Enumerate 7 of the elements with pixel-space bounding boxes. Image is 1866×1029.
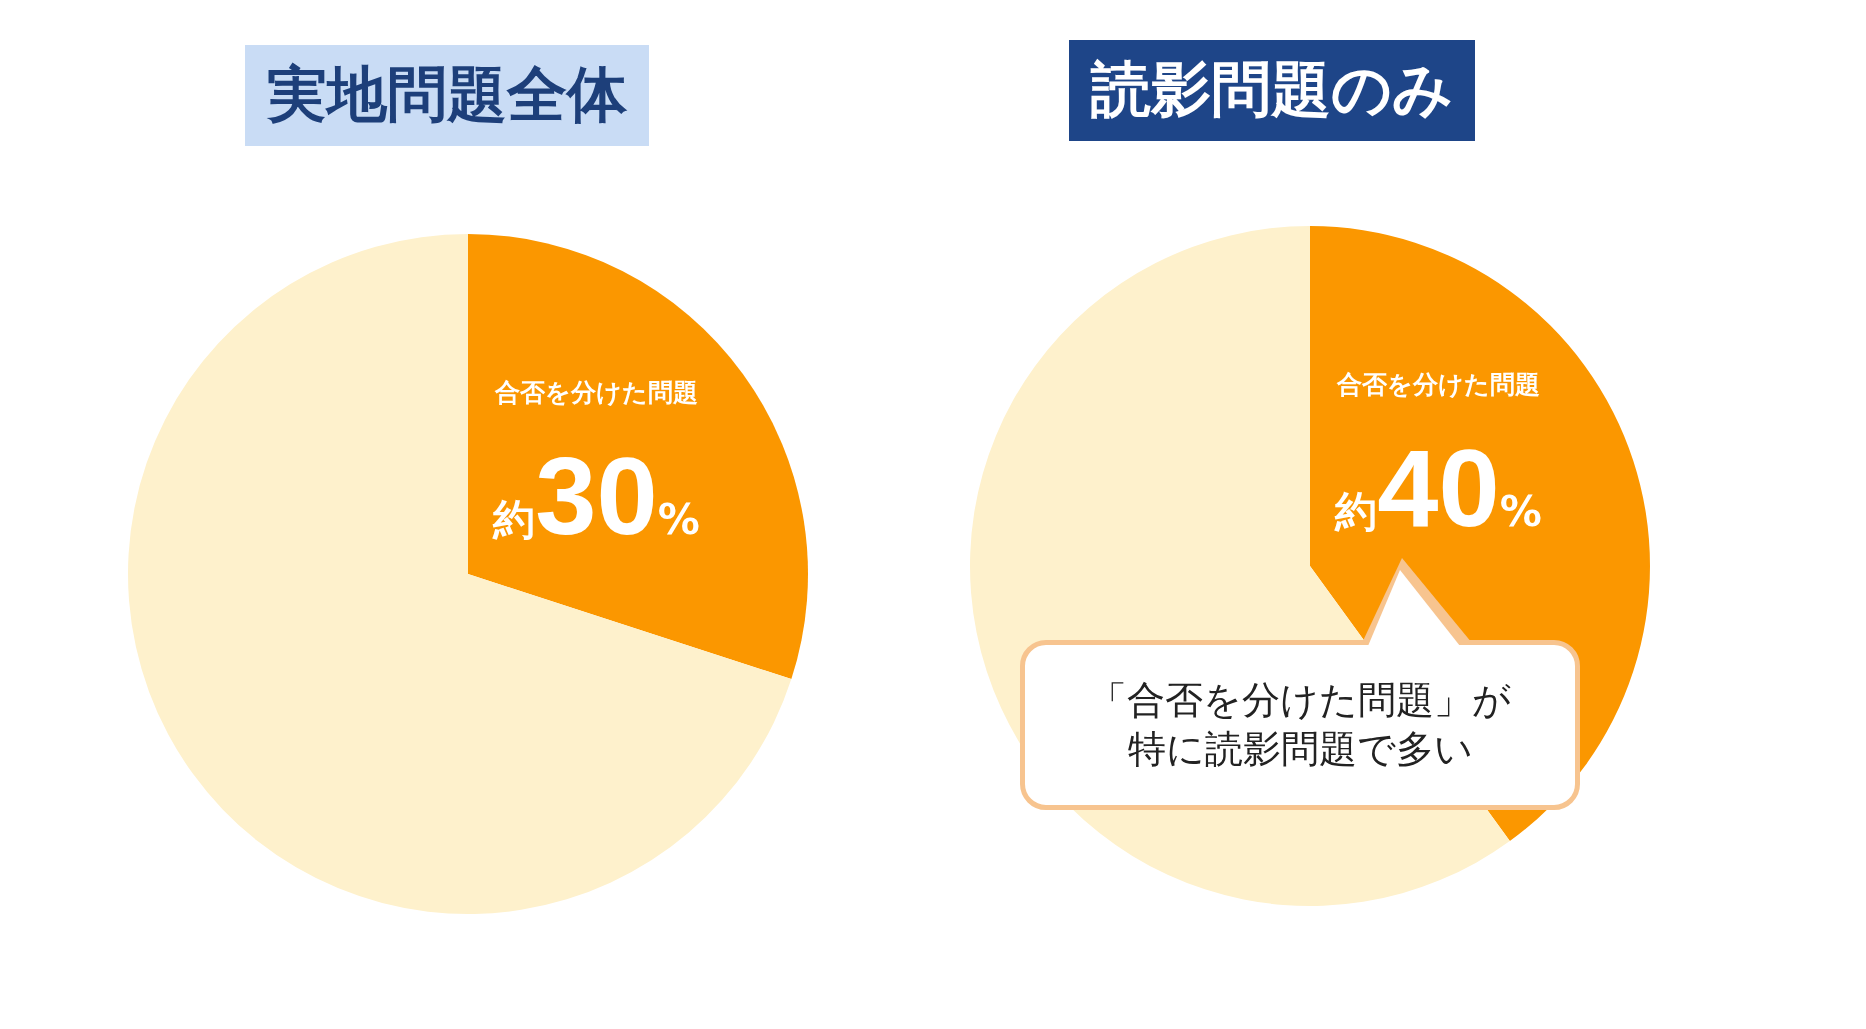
chart-title: 実地問題全体 [245,45,649,146]
chart-title: 読影問題のみ [1069,40,1475,141]
data-label: 約40% [1334,426,1542,549]
slice-label: 合否を分けた問題 [494,377,699,407]
text: 「合否を分けた問題」が特に読影問題で多い [1020,640,1580,810]
slice-label: 合否を分けた問題 [1336,369,1541,399]
data-label: 約30% [492,434,700,557]
